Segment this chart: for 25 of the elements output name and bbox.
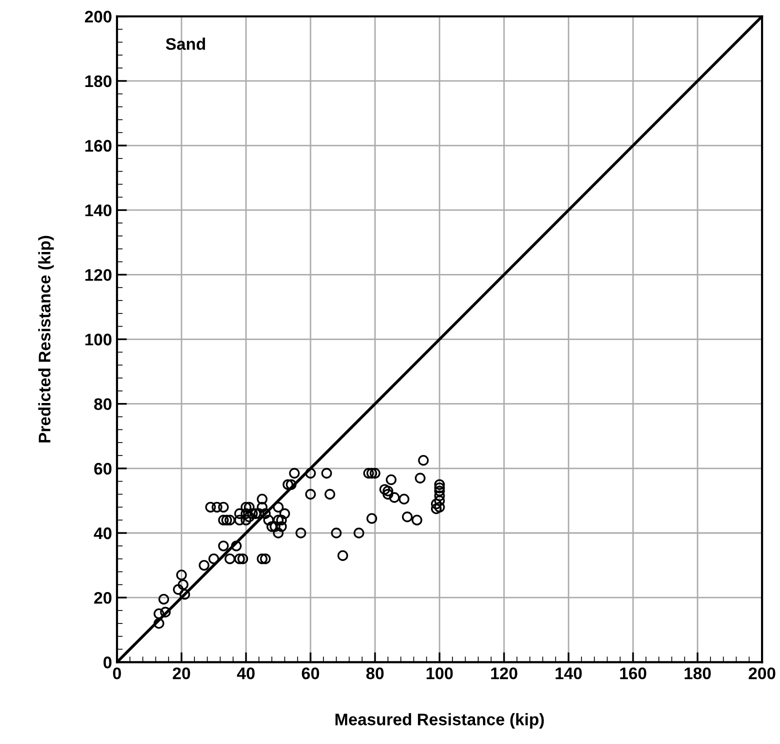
x-tick-label: 80 — [366, 667, 384, 680]
y-tick-label: 180 — [85, 75, 112, 88]
y-tick-label: 100 — [85, 334, 112, 346]
y-tick-label: 60 — [94, 462, 112, 475]
y-tick-label: 160 — [85, 140, 112, 152]
y-tick-label: 120 — [85, 269, 112, 281]
x-tick-label: 120 — [491, 667, 518, 680]
annotation: Sand — [166, 38, 206, 50]
x-tick-label: 40 — [236, 667, 255, 680]
x-tick-label: 100 — [426, 667, 453, 680]
x-tick-label: 180 — [684, 667, 711, 680]
y-tick-label: 200 — [84, 10, 112, 23]
x-tick-label: 0 — [113, 667, 121, 680]
x-tick-label: 140 — [556, 667, 582, 680]
y-tick-label: 40 — [94, 527, 112, 540]
y-tick-label: 0 — [104, 656, 112, 668]
y-tick-label: 80 — [94, 398, 112, 410]
x-tick-label: 60 — [302, 667, 320, 680]
y-axis-title: Predicted Resistance (kip) — [38, 236, 54, 442]
x-tick-label: 20 — [172, 667, 190, 680]
x-tick-label: 160 — [620, 667, 646, 680]
y-tick-label: 20 — [94, 592, 112, 604]
x-axis-title: Measured Resistance (kip) — [336, 713, 544, 729]
x-tick-label: 200 — [748, 667, 776, 680]
y-tick-label: 140 — [85, 204, 112, 216]
